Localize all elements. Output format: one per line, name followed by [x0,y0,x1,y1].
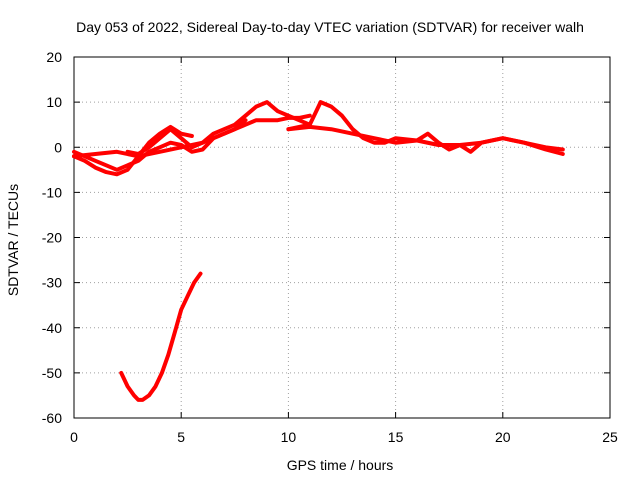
x-tick-label: 20 [495,429,511,445]
y-tick-label: -10 [42,184,62,200]
y-tick-label: 20 [46,49,62,65]
y-tick-label: 0 [54,139,62,155]
series-line-track-d [125,100,312,156]
chart-title: Day 053 of 2022, Sidereal Day-to-day VTE… [76,19,584,35]
series-line-track-b [72,118,248,172]
y-tick-label: 10 [46,94,62,110]
y-tick-label: -60 [42,410,62,426]
series-layer [72,100,565,402]
y-tick-label: -20 [42,230,62,246]
series-line-track-g [119,271,203,402]
y-axis-label: SDTVAR / TECUs [5,184,21,296]
x-tick-label: 25 [602,429,618,445]
grid-layer [74,57,610,418]
x-tick-label: 15 [388,429,404,445]
x-tick-label: 10 [281,429,297,445]
series-line-track-c [72,113,312,159]
x-tick-label: 0 [70,429,78,445]
x-tick-label: 5 [177,429,185,445]
series-line-track-f [286,124,565,156]
y-tick-label: -50 [42,365,62,381]
y-tick-label: -40 [42,320,62,336]
tick-layer: 0 5 10 15 20 25 20 10 0 -10 -20 -30 -40 -50 -60 [42,49,618,445]
y-tick-label: -30 [42,275,62,291]
x-axis-label: GPS time / hours [287,457,394,473]
